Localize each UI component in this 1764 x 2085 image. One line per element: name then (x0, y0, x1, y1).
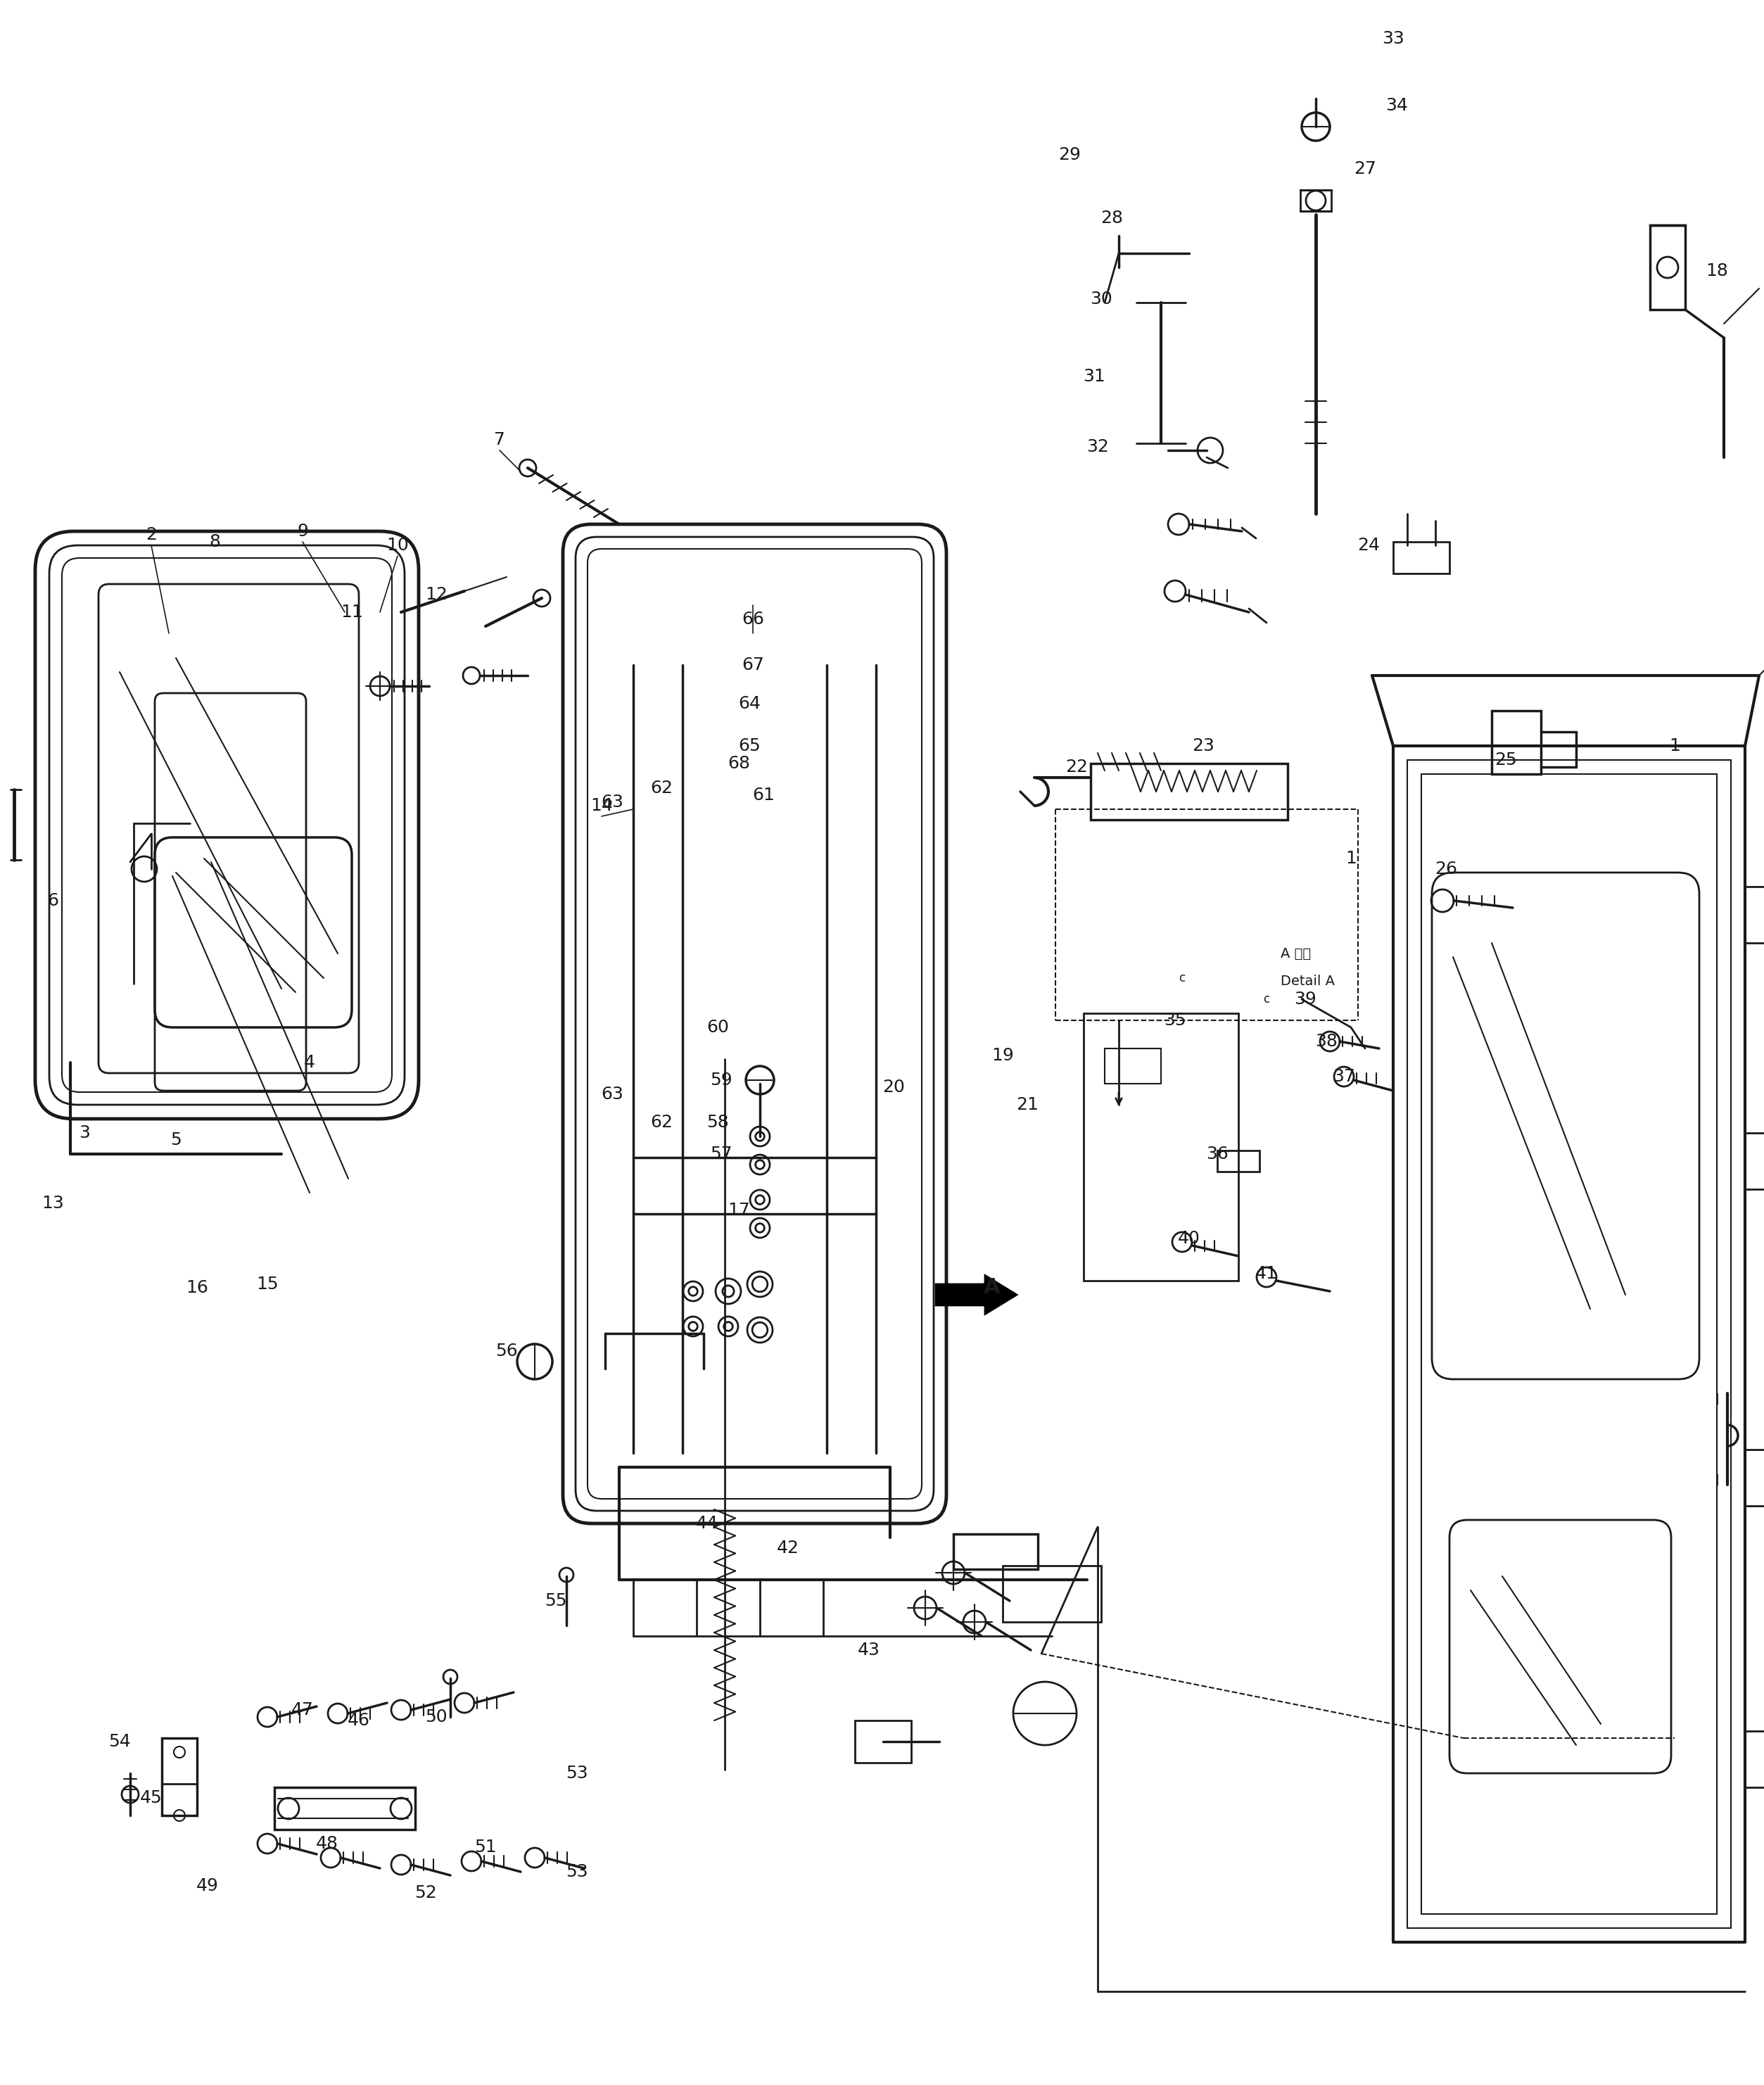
Text: 43: 43 (857, 1641, 880, 1658)
FancyArrowPatch shape (1117, 1093, 1122, 1105)
Bar (1104, 1049, 1161, 1084)
Text: 47: 47 (291, 1701, 314, 1718)
Text: 23: 23 (1192, 738, 1214, 755)
Text: 14: 14 (591, 796, 612, 813)
Text: 44: 44 (695, 1516, 718, 1532)
Text: 30: 30 (1090, 290, 1113, 306)
Bar (1649, 225, 1685, 309)
Text: 49: 49 (196, 1877, 219, 1895)
Text: 62: 62 (651, 1113, 672, 1130)
Text: 65: 65 (737, 738, 760, 755)
Text: 59: 59 (711, 1072, 732, 1088)
Text: 5: 5 (171, 1132, 182, 1149)
Text: 53: 53 (566, 1864, 587, 1881)
Text: 1: 1 (1669, 738, 1681, 755)
Text: 55: 55 (545, 1593, 566, 1610)
Text: 64: 64 (737, 694, 760, 713)
Text: c: c (1178, 972, 1185, 984)
Text: 25: 25 (1494, 751, 1517, 769)
Text: 4: 4 (303, 1055, 316, 1072)
Text: 46: 46 (348, 1712, 370, 1728)
Text: 45: 45 (139, 1789, 162, 1806)
Bar (275, 1787, 415, 1829)
Text: 19: 19 (991, 1047, 1014, 1063)
Bar (1300, 190, 1332, 211)
Text: 41: 41 (1256, 1266, 1277, 1282)
Text: 50: 50 (425, 1708, 448, 1726)
Text: 22: 22 (1065, 759, 1088, 776)
Text: 52: 52 (415, 1885, 437, 1902)
Bar (1492, 711, 1542, 774)
Text: 68: 68 (727, 755, 750, 771)
Text: 56: 56 (496, 1343, 519, 1359)
Text: 48: 48 (316, 1835, 339, 1851)
Text: c: c (1263, 992, 1270, 1005)
Text: 1: 1 (1346, 851, 1357, 867)
Text: 32: 32 (1087, 438, 1110, 455)
Text: 58: 58 (707, 1113, 729, 1130)
Text: 21: 21 (1016, 1097, 1039, 1113)
Bar (953, 1535, 1037, 1570)
Bar (856, 1720, 912, 1762)
Text: 7: 7 (494, 432, 505, 448)
Text: 28: 28 (1101, 211, 1124, 227)
Text: 42: 42 (776, 1539, 799, 1557)
Text: 54: 54 (108, 1733, 131, 1749)
FancyArrow shape (937, 1276, 1016, 1314)
Text: 61: 61 (751, 786, 774, 803)
Text: 9: 9 (296, 523, 309, 540)
Text: 33: 33 (1381, 31, 1404, 48)
Bar (1090, 763, 1288, 819)
Text: 6: 6 (48, 892, 58, 909)
Text: 35: 35 (1164, 1011, 1185, 1028)
Text: 63: 63 (602, 794, 623, 811)
Text: 51: 51 (475, 1839, 497, 1856)
Text: 3: 3 (79, 1124, 90, 1140)
Text: 12: 12 (425, 586, 448, 603)
Bar (1083, 1013, 1238, 1280)
Text: 29: 29 (1058, 146, 1081, 163)
Text: Detail A: Detail A (1281, 976, 1335, 988)
Text: 67: 67 (741, 657, 764, 673)
Text: 38: 38 (1316, 1032, 1337, 1051)
Text: 63: 63 (602, 1086, 623, 1103)
Bar (1217, 1151, 1259, 1172)
Text: 8: 8 (208, 534, 221, 550)
Bar (1394, 542, 1450, 573)
Text: 62: 62 (651, 780, 672, 796)
Text: 15: 15 (256, 1276, 279, 1293)
Bar (1002, 1566, 1101, 1622)
Text: 17: 17 (727, 1201, 750, 1220)
Text: 36: 36 (1207, 1145, 1228, 1163)
Text: 37: 37 (1334, 1068, 1355, 1084)
Text: 16: 16 (185, 1280, 208, 1297)
Text: 20: 20 (882, 1078, 905, 1095)
Text: 60: 60 (707, 1020, 729, 1036)
Text: 39: 39 (1295, 990, 1316, 1007)
Text: 31: 31 (1083, 369, 1106, 386)
Text: 13: 13 (42, 1195, 64, 1211)
Text: 18: 18 (1706, 263, 1729, 279)
Text: 34: 34 (1385, 98, 1408, 115)
Text: 40: 40 (1178, 1230, 1200, 1247)
Text: 10: 10 (386, 538, 409, 555)
Text: A 詳細: A 詳細 (1281, 947, 1311, 961)
Text: 24: 24 (1357, 538, 1379, 555)
Text: 11: 11 (340, 605, 363, 621)
Text: 53: 53 (566, 1764, 587, 1783)
Text: 27: 27 (1353, 161, 1376, 177)
Text: 26: 26 (1434, 861, 1457, 878)
Text: 2: 2 (146, 525, 157, 544)
Text: A: A (984, 1278, 1000, 1299)
Bar (162, 1739, 198, 1816)
Text: 57: 57 (711, 1145, 732, 1163)
Text: 66: 66 (741, 611, 764, 628)
